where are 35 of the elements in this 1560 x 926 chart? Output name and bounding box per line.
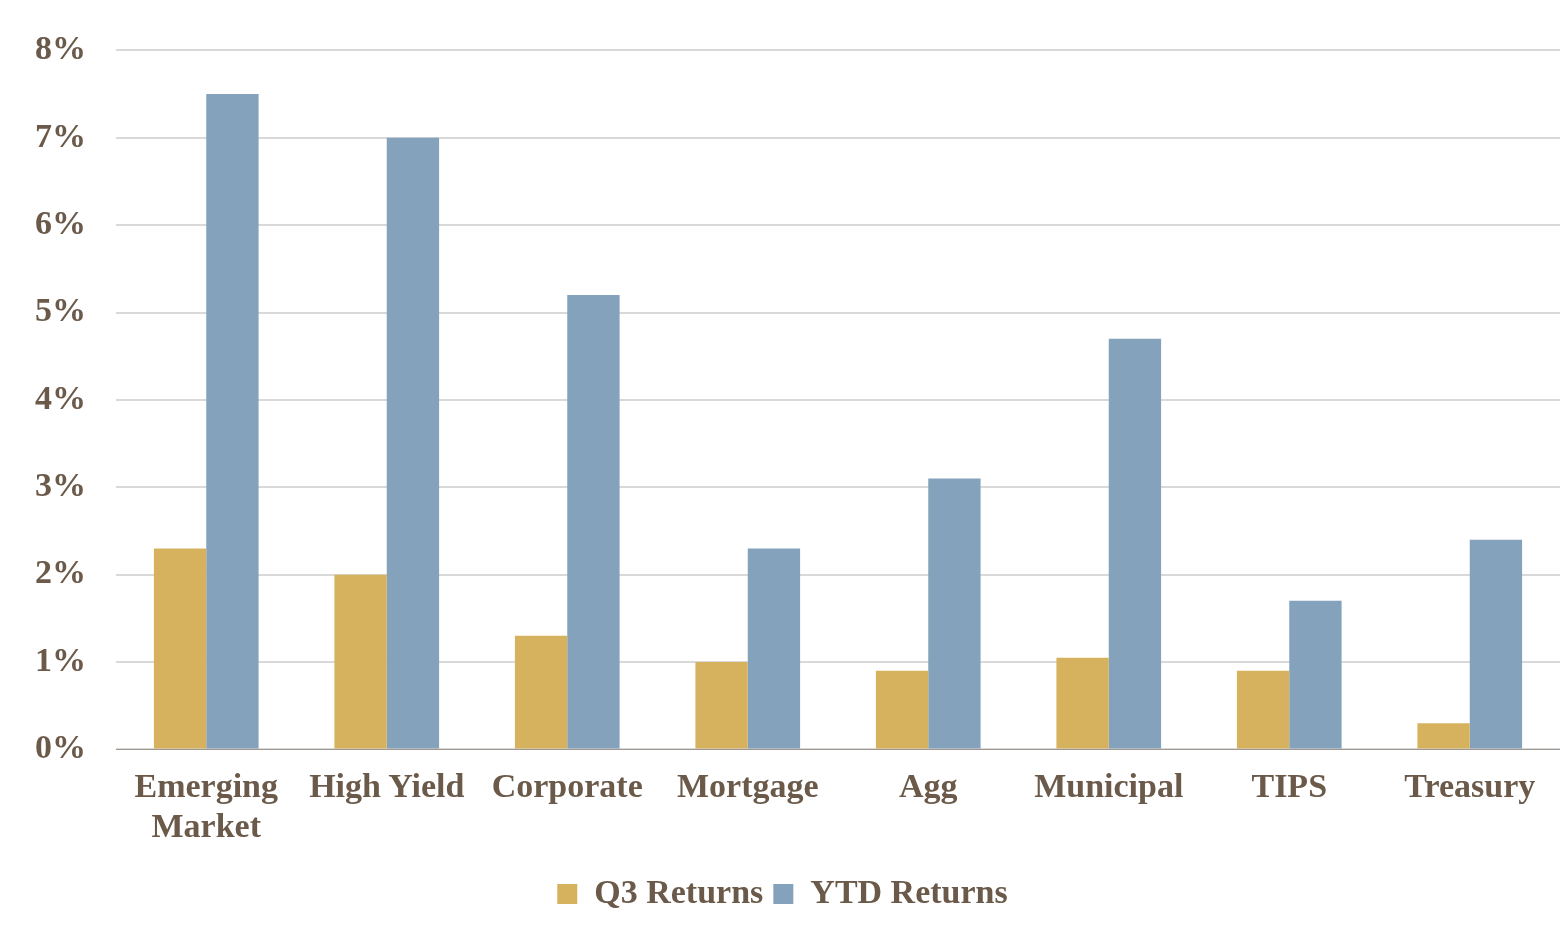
y-tick-label: 4% bbox=[35, 378, 86, 416]
bar bbox=[1236, 670, 1290, 749]
x-tick-label: Emerging Market bbox=[134, 766, 279, 845]
y-tick-label: 3% bbox=[35, 466, 86, 504]
x-tick-label: High Yield bbox=[309, 766, 465, 804]
bar bbox=[1289, 600, 1342, 749]
bar bbox=[1056, 657, 1109, 749]
y-tick-label: 5% bbox=[35, 291, 86, 329]
x-tick-label: Corporate bbox=[491, 766, 643, 804]
bar bbox=[514, 635, 568, 749]
x-tick-label: Municipal bbox=[1034, 766, 1184, 804]
y-tick-label: 8% bbox=[35, 29, 86, 67]
bar bbox=[386, 137, 440, 749]
y-tick-label: 6% bbox=[35, 203, 86, 241]
bar bbox=[1417, 723, 1470, 749]
y-tick-label: 7% bbox=[35, 116, 86, 154]
legend-label: YTD Returns bbox=[810, 872, 1008, 910]
bar bbox=[153, 548, 207, 749]
x-tick-label: Treasury bbox=[1404, 766, 1536, 804]
bar bbox=[1469, 539, 1523, 749]
bar bbox=[567, 295, 620, 749]
y-tick-label: 1% bbox=[35, 640, 86, 678]
bar bbox=[875, 670, 929, 749]
bar bbox=[1108, 338, 1162, 749]
bar bbox=[334, 574, 387, 749]
bar bbox=[928, 478, 981, 749]
x-tick-label: Agg bbox=[898, 766, 958, 804]
x-tick-label: TIPS bbox=[1251, 766, 1328, 804]
legend-label: Q3 Returns bbox=[594, 872, 764, 910]
x-tick-label: Mortgage bbox=[676, 766, 819, 804]
bar bbox=[206, 94, 259, 749]
bar bbox=[747, 548, 801, 749]
bar bbox=[695, 662, 748, 749]
y-tick-label: 0% bbox=[35, 728, 86, 766]
y-tick-label: 2% bbox=[35, 553, 86, 591]
